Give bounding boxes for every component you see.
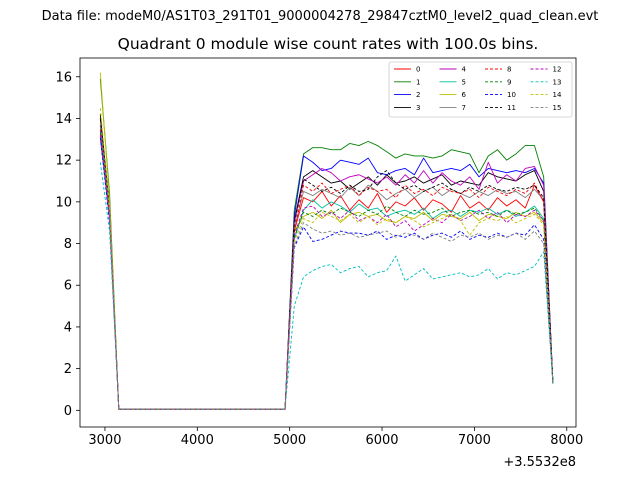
legend-label-0: 0 (416, 66, 420, 74)
legend-label-13: 13 (553, 78, 562, 86)
y-tick-label: 2 (64, 362, 72, 377)
series-group (99, 72, 554, 410)
legend-label-15: 15 (553, 104, 562, 112)
y-tick-label: 6 (64, 279, 72, 294)
x-tick-label: 4000 (181, 433, 214, 448)
legend-label-10: 10 (507, 91, 516, 99)
plot-area: 3000 4000 5000 6000 7000 80000246810121416012… (55, 57, 583, 448)
legend-label-3: 3 (416, 104, 420, 112)
legend-label-8: 8 (507, 66, 511, 74)
legend-box (388, 61, 573, 118)
y-tick-label: 14 (55, 112, 72, 127)
x-tick-label: 5000 (273, 433, 306, 448)
legend-label-7: 7 (462, 104, 466, 112)
legend-label-4: 4 (462, 66, 467, 74)
chart-title: Quadrant 0 module wise count rates with … (118, 35, 539, 53)
series-line-14 (99, 107, 554, 410)
y-tick-label: 16 (55, 70, 72, 85)
legend-label-12: 12 (553, 66, 562, 74)
series-line-9 (99, 133, 554, 410)
y-tick-label: 12 (55, 154, 72, 169)
x-tick-label: 6000 (365, 433, 398, 448)
series-line-11 (99, 118, 554, 410)
legend-label-5: 5 (462, 78, 466, 86)
series-line-15 (99, 122, 554, 410)
figure-suptitle: Data file: modeM0/AS1T03_291T01_90000042… (42, 9, 599, 24)
legend-label-1: 1 (416, 78, 420, 86)
series-line-13 (99, 162, 554, 410)
y-tick-label: 10 (55, 195, 72, 210)
x-axis-offset-label: +3.5532e8 (503, 455, 576, 470)
series-line-8 (99, 128, 554, 410)
legend-label-6: 6 (462, 91, 467, 99)
legend-label-14: 14 (553, 91, 562, 99)
y-tick-label: 8 (64, 237, 72, 252)
legend-label-9: 9 (507, 78, 511, 86)
y-tick-label: 4 (64, 320, 72, 335)
series-line-10 (99, 137, 554, 410)
x-tick-label: 7000 (458, 433, 491, 448)
plot-frame (79, 57, 577, 428)
y-tick-label: 0 (64, 404, 72, 419)
legend-label-11: 11 (507, 104, 516, 112)
legend-label-2: 2 (416, 91, 420, 99)
x-tick-label: 3000 (88, 433, 121, 448)
x-tick-label: 8000 (550, 433, 583, 448)
